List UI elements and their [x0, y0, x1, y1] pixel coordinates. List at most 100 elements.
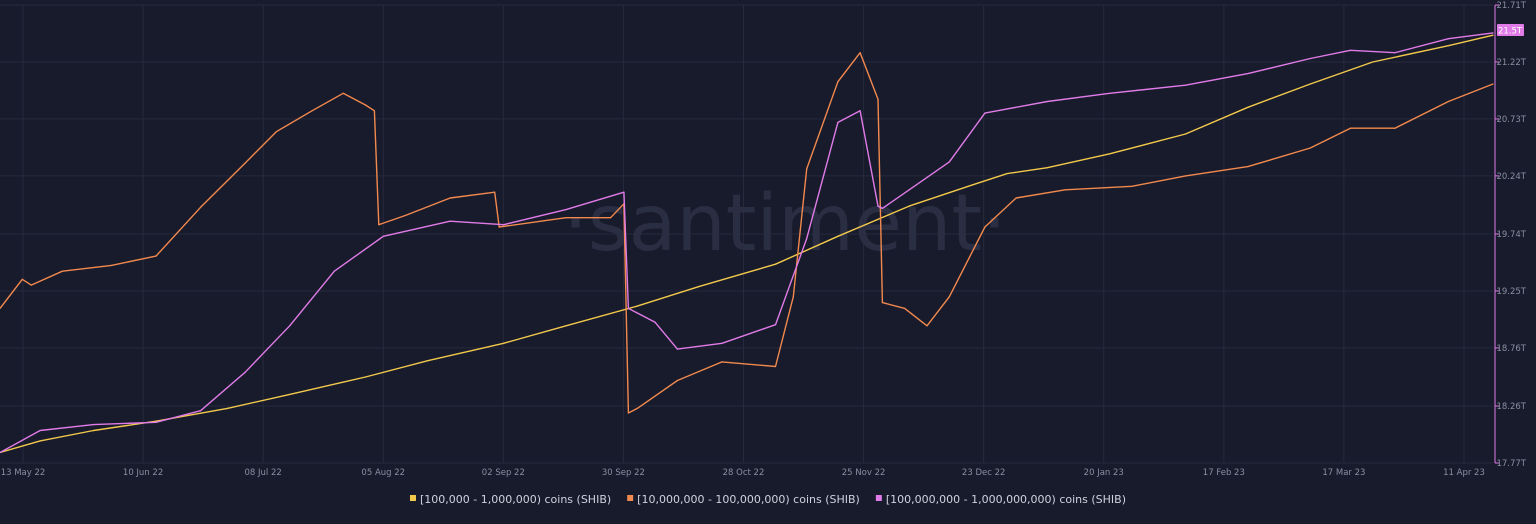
series-point-1 [774, 263, 777, 265]
series-point-3 [623, 191, 625, 193]
series-point-3 [859, 110, 861, 112]
y-tick-label: 21.71T [1496, 1, 1526, 11]
series-point-3 [1109, 92, 1111, 94]
y-tick-label: 18.26T [1496, 402, 1526, 412]
series-point-2 [1131, 185, 1133, 187]
series-point-1 [1372, 61, 1374, 63]
series-point-1 [908, 205, 910, 207]
series-point-3 [244, 371, 246, 373]
series-point-3 [382, 235, 384, 237]
series-point-1 [39, 440, 41, 442]
series-point-3 [806, 238, 808, 240]
series-point-1 [364, 376, 367, 378]
x-tick-label: 17 Mar 23 [1322, 468, 1365, 478]
series-point-3 [837, 121, 839, 124]
badge-background [1497, 24, 1524, 36]
x-tick-label: 30 Sep 22 [602, 468, 645, 478]
series-point-3 [721, 342, 723, 344]
series-point-2 [1064, 189, 1066, 191]
series-point-1 [837, 235, 839, 237]
santiment-watermark: ·santiment· [563, 179, 1007, 269]
series-point-1 [427, 360, 429, 362]
series-point-2 [792, 296, 794, 298]
series-point-3 [877, 205, 879, 207]
series-point-1 [226, 407, 228, 409]
series-lines [0, 32, 1494, 454]
series-point-3 [289, 325, 291, 327]
x-tick-label: 20 Jan 23 [1084, 468, 1124, 478]
series-point-3 [503, 224, 505, 226]
series-point-2 [859, 52, 861, 54]
series-point-2 [926, 325, 928, 327]
series-point-3 [449, 220, 451, 222]
series-point-3 [774, 324, 777, 326]
x-tick-label: 17 Feb 23 [1203, 468, 1245, 478]
series-point-3 [1247, 72, 1249, 75]
legend-label-3: [100,000,000 - 1,000,000,000) coins (SHI… [886, 493, 1126, 506]
x-tick-label: 23 Dec 22 [962, 468, 1005, 478]
series-point-2 [61, 270, 63, 272]
x-axis-ticks: 13 May 22 10 Jun 22 08 Jul 22 05 Aug 22 02 S… [1, 468, 1485, 478]
series-point-3 [654, 321, 656, 323]
series-point-3 [1349, 49, 1351, 51]
series-point-1 [636, 305, 638, 307]
series-point-2 [676, 379, 679, 382]
series-point-3 [881, 207, 884, 210]
y-tick-label: 17.77T [1496, 459, 1526, 469]
series-point-2 [609, 217, 612, 219]
series-point-2 [494, 191, 496, 193]
series-point-3 [984, 112, 986, 114]
series-point-3 [199, 410, 202, 412]
grid-lines [0, 4, 1493, 464]
series-point-2 [244, 162, 246, 164]
x-tick-label: 28 Oct 22 [723, 468, 765, 478]
series-point-2 [311, 110, 313, 112]
series-point-2 [721, 361, 723, 363]
badge-value: 21.5T [1498, 27, 1523, 37]
x-tick-label: 11 Apr 23 [1443, 468, 1485, 478]
series-point-2 [449, 197, 451, 199]
series-point-1 [1492, 34, 1494, 36]
legend-swatch-2 [627, 495, 634, 501]
series-point-2 [877, 98, 879, 100]
series-point-1 [970, 184, 973, 186]
y-tick-label: 20.24T [1496, 172, 1526, 182]
series-point-2 [837, 81, 839, 83]
series-point-3 [676, 348, 679, 350]
series-point-2 [1447, 100, 1450, 103]
series-point-2 [199, 206, 202, 208]
series-point-1 [565, 325, 567, 327]
series-point-2 [342, 92, 344, 94]
series-point-3 [948, 161, 950, 163]
y-tick-label: 21.22T [1496, 58, 1526, 68]
series-point-1 [1247, 106, 1249, 108]
legend-label-2: [10,000,000 - 100,000,000) coins (SHIB) [637, 493, 860, 506]
legend: [100,000 - 1,000,000) coins (SHIB) [10,00… [409, 493, 1126, 506]
series-point-3 [1184, 84, 1187, 86]
series-point-3 [155, 421, 157, 423]
series-point-2 [21, 278, 23, 280]
y-axis-ticks: 21.71T 21.22T 20.73T 20.24T 19.74T 19.25T 18.7… [1495, 1, 1527, 469]
series-point-1 [155, 420, 157, 422]
series-point-2 [565, 217, 567, 219]
series-point-2 [155, 255, 157, 257]
legend-swatch-3 [875, 495, 882, 501]
series-point-2 [806, 168, 808, 170]
series-point-2 [1015, 197, 1017, 199]
series-point-2 [373, 110, 375, 112]
series-point-3 [908, 189, 910, 191]
series-point-3 [1309, 57, 1311, 60]
y-tick-label: 18.76T [1496, 344, 1526, 354]
series-point-2 [404, 214, 407, 217]
series-point-2 [0, 307, 1, 309]
series-point-2 [1492, 83, 1494, 85]
current-value-badge: 21.5T [1497, 24, 1524, 37]
series-point-3 [565, 208, 567, 211]
series-point-3 [1046, 100, 1048, 103]
series-point-2 [948, 296, 950, 298]
legend-label-1: [100,000 - 1,000,000) coins (SHIB) [420, 493, 611, 506]
series-point-2 [364, 104, 367, 106]
series-point-3 [333, 270, 335, 272]
